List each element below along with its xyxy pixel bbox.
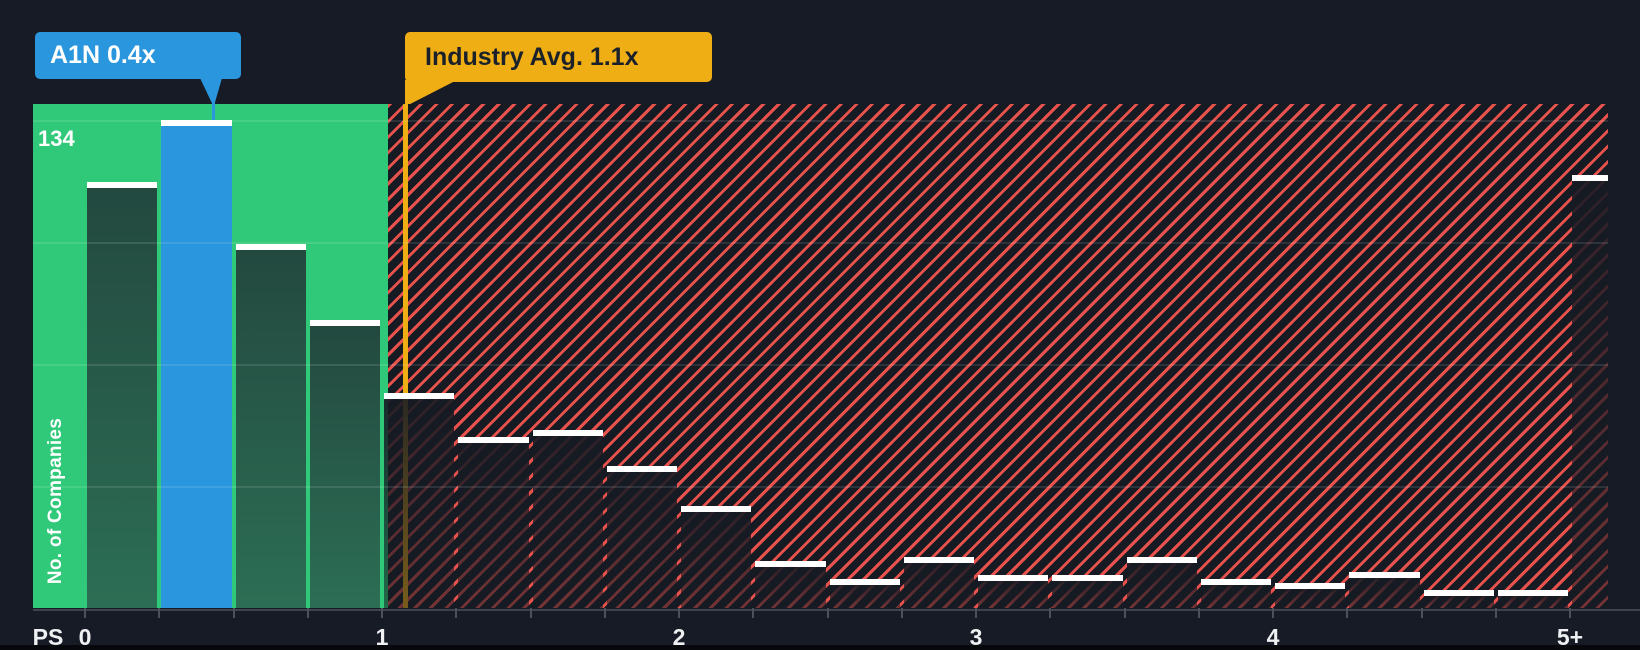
bar-ps-3.75-4[interactable] (1200, 578, 1271, 608)
y-axis-label: No. of Companies (45, 417, 66, 585)
x-tick-label-2: 2 (672, 624, 686, 650)
bar-ps-0.5-0.75[interactable] (235, 243, 306, 608)
industry-avg-tooltip-pointer-icon (405, 80, 457, 104)
bar-ps-0-0.25[interactable] (87, 181, 158, 608)
x-axis-tick (1569, 608, 1571, 618)
x-axis-tick (306, 608, 309, 618)
plot-area: 134 No. of Companies (33, 104, 1609, 608)
bar-ps-0.25-0.5[interactable] (161, 120, 232, 608)
x-axis-tick (975, 608, 977, 618)
bar-ps-1.5-1.75[interactable] (532, 429, 603, 608)
x-axis-tick (1049, 608, 1052, 618)
x-axis-tick (678, 608, 680, 618)
gridline (33, 364, 1608, 366)
bar-ps-4.25-4.5[interactable] (1349, 571, 1420, 608)
bar-ps-4-4.25[interactable] (1275, 582, 1346, 608)
bar-ps-2.75-3[interactable] (903, 557, 974, 608)
x-axis-tick (1346, 608, 1349, 618)
x-tick-label-1: 1 (375, 624, 389, 650)
x-axis-tick (455, 608, 458, 618)
widget-bottom-border (0, 645, 1640, 650)
x-axis-tick (900, 608, 903, 618)
bar-ps-3-3.25[interactable] (978, 575, 1049, 608)
x-axis-tick (381, 608, 383, 618)
gridline (33, 242, 1608, 244)
bar-ps-4.5-4.75[interactable] (1423, 589, 1494, 608)
bar-ps-3.5-3.75[interactable] (1126, 557, 1197, 608)
industry-avg-tooltip: Industry Avg. 1.1x (405, 32, 712, 82)
bar-ps-2.25-2.5[interactable] (755, 560, 826, 608)
x-axis-tick (158, 608, 161, 618)
bar-ps-2.5-2.75[interactable] (829, 578, 900, 608)
x-axis-tick (1494, 608, 1497, 618)
bar-ps-1.75-2[interactable] (606, 465, 677, 608)
x-axis-tick (603, 608, 606, 618)
y-max-label: 134 (38, 126, 75, 151)
overvalued-hatch-zone (388, 104, 1608, 608)
company-tooltip-pointer-icon (200, 78, 222, 104)
company-tooltip: A1N 0.4x (35, 32, 241, 79)
bar-ps-0.75-1[interactable] (309, 320, 380, 608)
x-axis-line (33, 609, 1640, 611)
x-axis-tick (84, 608, 86, 618)
company-tooltip-stem (212, 103, 215, 120)
bar-ps-1-1.25[interactable] (384, 393, 455, 608)
bar-ps-2-2.25[interactable] (681, 506, 752, 608)
x-axis-tick (1197, 608, 1200, 618)
x-tick-label-0: 0 (78, 624, 92, 650)
x-axis-tick (752, 608, 755, 618)
bar-ps-4.75-5[interactable] (1497, 589, 1568, 608)
bar-ps-3.25-3.5[interactable] (1052, 575, 1123, 608)
industry-avg-line (403, 104, 408, 608)
bar-ps-1.25-1.5[interactable] (458, 436, 529, 608)
x-axis-tick (1420, 608, 1423, 618)
x-tick-label-4: 4 (1266, 624, 1280, 650)
gridline (33, 120, 1608, 122)
bar-ps-5-plus[interactable] (1572, 174, 1609, 608)
x-axis-tick (826, 608, 829, 618)
x-axis-tick (1272, 608, 1274, 618)
x-axis-tick (1123, 608, 1126, 618)
x-axis-tick (529, 608, 532, 618)
x-tick-label-3: 3 (969, 624, 983, 650)
gridline (33, 486, 1608, 488)
x-axis-tick (232, 608, 235, 618)
